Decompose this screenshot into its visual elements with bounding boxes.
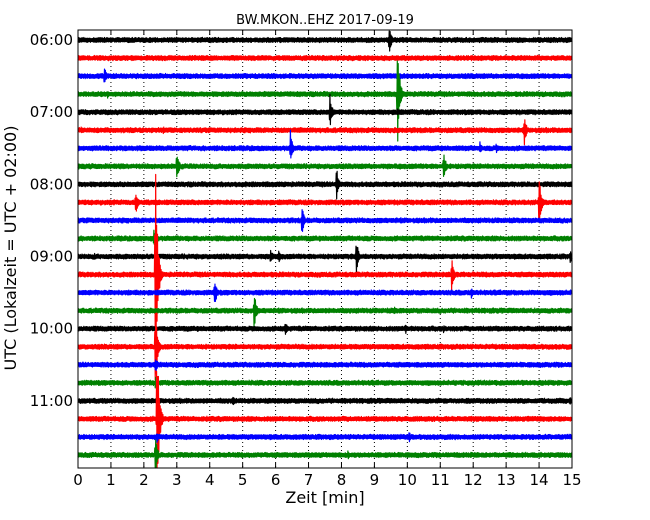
x-tick-label-4: 4 <box>205 471 215 489</box>
trace-0730 <box>77 129 573 159</box>
y-tick-label-1: 07:00 <box>30 103 73 121</box>
chart-title: BW.MKON..EHZ 2017-09-19 <box>236 13 414 28</box>
trace-0615 <box>77 54 573 62</box>
y-tick-label-4: 10:00 <box>30 320 73 338</box>
trace-1115 <box>77 370 573 469</box>
x-tick-label-3: 3 <box>172 471 182 489</box>
trace-0645 <box>77 60 573 142</box>
y-axis: 06:00 07:00 08:00 09:00 10:00 11:00 <box>30 31 572 410</box>
trace-1030 <box>77 359 573 372</box>
trace-1000 <box>77 323 573 335</box>
trace-1015 <box>77 317 573 381</box>
trace-1100 <box>77 396 573 406</box>
x-tick-label-0: 0 <box>73 471 83 489</box>
trace-0800 <box>77 170 573 200</box>
trace-0900 <box>77 245 573 274</box>
y-axis-label: UTC (Lokalzeit = UTC + 02:00) <box>1 126 20 371</box>
trace-0630 <box>77 68 573 83</box>
y-tick-label-0: 06:00 <box>30 31 73 49</box>
traces <box>77 30 573 469</box>
trace-0745 <box>77 154 573 178</box>
x-tick-label-9: 9 <box>370 471 380 489</box>
trace-0930 <box>77 283 573 303</box>
x-tick-label-1: 1 <box>106 471 116 489</box>
x-tick-label-11: 11 <box>431 471 450 489</box>
trace-1130 <box>77 432 573 443</box>
x-tick-label-8: 8 <box>337 471 347 489</box>
trace-0815 <box>77 181 573 221</box>
plot-frame <box>77 29 573 469</box>
trace-0700 <box>77 93 573 126</box>
trace-0600 <box>77 30 573 52</box>
y-tick-label-5: 11:00 <box>30 392 73 410</box>
x-tick-label-15: 15 <box>562 471 581 489</box>
y-tick-label-3: 09:00 <box>30 248 73 266</box>
x-tick-label-10: 10 <box>398 471 417 489</box>
trace-0715 <box>77 119 573 146</box>
trace-0915 <box>77 173 573 340</box>
trace-1045 <box>77 376 573 389</box>
x-tick-label-12: 12 <box>464 471 483 489</box>
trace-1145 <box>77 439 573 469</box>
trace-0845 <box>77 229 573 246</box>
x-axis: 0 1 2 3 4 5 6 7 8 9 10 11 12 13 14 15 <box>73 30 582 489</box>
x-tick-label-14: 14 <box>530 471 549 489</box>
x-tick-label-5: 5 <box>238 471 248 489</box>
x-tick-label-6: 6 <box>271 471 281 489</box>
y-tick-label-2: 08:00 <box>30 175 73 193</box>
x-tick-label-2: 2 <box>139 471 149 489</box>
trace-0945 <box>77 297 573 328</box>
x-axis-label: Zeit [min] <box>285 488 364 507</box>
trace-0830 <box>77 209 573 232</box>
x-tick-label-13: 13 <box>497 471 516 489</box>
x-tick-label-7: 7 <box>304 471 314 489</box>
